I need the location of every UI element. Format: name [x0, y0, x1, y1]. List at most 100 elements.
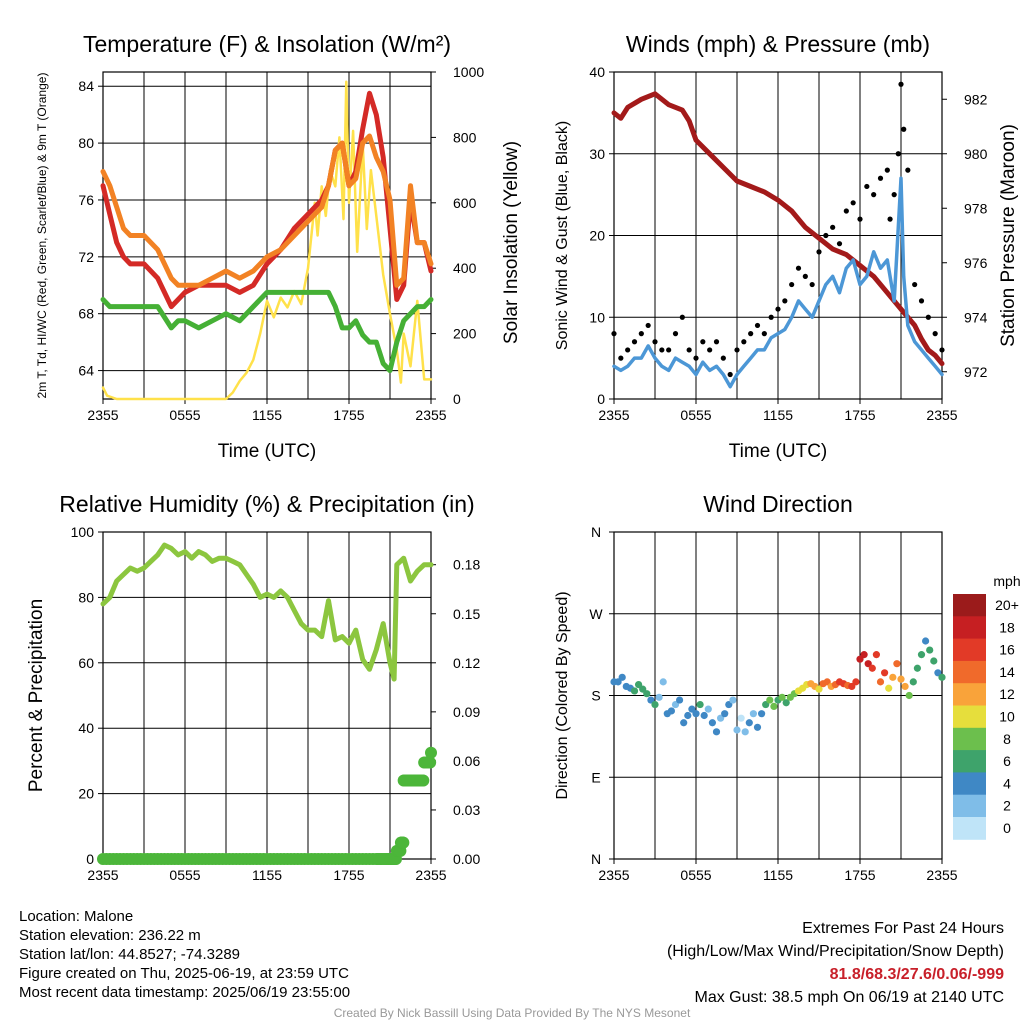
direction-tick-label: E: [591, 769, 600, 785]
gust-point: [727, 371, 733, 378]
x-tick-label: 1755: [844, 407, 875, 423]
gust-point: [748, 331, 754, 337]
temperature-xlabel: Time (UTC): [218, 441, 317, 462]
direction-point: [922, 637, 930, 645]
y-tick-label: 64: [78, 363, 94, 379]
gust-point: [843, 208, 849, 214]
colorbar-swatch: [953, 817, 986, 840]
extremes-box: Extremes For Past 24 Hours (High/Low/Max…: [667, 917, 1004, 1009]
y-tick-label: 0: [597, 391, 605, 407]
direction-point: [655, 693, 663, 701]
gust-point: [816, 249, 822, 255]
direction-point: [901, 682, 909, 691]
gust-point: [713, 339, 720, 345]
direction-point: [860, 651, 868, 659]
gust-point: [734, 347, 740, 353]
gust-point: [693, 355, 699, 361]
direction-point: [737, 714, 745, 722]
direction-tick-label: N: [591, 524, 601, 540]
direction-point: [778, 693, 786, 701]
direction-point: [676, 696, 684, 704]
direction-point: [741, 728, 749, 736]
winds-panel: 2355 0555 1155 1755 235501020304097297497697…: [554, 31, 1019, 462]
y-tick-label: 60: [78, 655, 94, 671]
humidity-ylabel: Percent & Precipitation: [26, 599, 47, 792]
direction-point: [651, 700, 659, 709]
y-tick-label: 84: [78, 78, 94, 94]
x-tick-label: 2355: [87, 407, 118, 423]
colorbar-swatch: [953, 660, 986, 684]
direction-point: [745, 719, 753, 727]
direction-point: [868, 664, 876, 672]
winds-title: Winds (mph) & Pressure (mb): [626, 31, 930, 57]
y2-tick-label: 200: [453, 326, 477, 342]
x-tick-label: 1755: [844, 867, 875, 883]
gust-point: [857, 216, 863, 222]
gust-point: [895, 151, 901, 157]
y2-tick-label: 0.15: [453, 606, 480, 622]
x-tick-label: 2355: [598, 867, 629, 883]
direction-point: [881, 669, 889, 677]
precip-point: [417, 774, 430, 787]
wind-ylabel: Sonic Wind & Gust (Blue, Black): [554, 121, 571, 350]
direction-point: [889, 673, 897, 681]
y-tick-label: 40: [589, 64, 605, 80]
gust-point: [638, 331, 644, 337]
direction-point: [696, 700, 704, 709]
direction-ylabel: Direction (Colored By Speed): [554, 591, 571, 799]
gust-point: [700, 339, 706, 345]
gust-point: [611, 331, 617, 337]
y-tick-label: 76: [78, 192, 94, 208]
winds-xlabel: Time (UTC): [729, 441, 828, 462]
precip-point: [397, 836, 410, 849]
colorbar-swatch: [953, 594, 986, 617]
temperature-ylabel: 2m T, Td, HI/WC (Red, Green, Scarlet/Blu…: [35, 73, 49, 399]
colorbar-swatch: [953, 727, 986, 751]
y2-tick-label: 0.06: [453, 753, 480, 769]
pressure-ylabel: Station Pressure (Maroon): [998, 124, 1019, 347]
y-tick-label: 100: [71, 524, 95, 540]
y2-tick-label: 0.03: [453, 802, 480, 818]
gust-point: [631, 339, 638, 345]
gust-point: [809, 281, 815, 288]
gust-point: [836, 241, 843, 247]
y-tick-label: 20: [78, 786, 94, 802]
gust-point: [652, 339, 658, 345]
extremes-subtitle: (High/Low/Max Wind/Precipitation/Snow De…: [666, 943, 1004, 960]
x-tick-label: 1155: [252, 867, 282, 883]
direction-point: [692, 710, 700, 718]
direction-point: [926, 646, 934, 654]
direction-point: [630, 687, 639, 695]
x-tick-label: 1155: [252, 407, 282, 423]
y2-tick-label: 0.09: [453, 704, 480, 720]
y-tick-label: 10: [589, 309, 605, 325]
direction-point: [708, 719, 717, 727]
direction-point: [704, 705, 712, 713]
direction-point: [905, 691, 913, 700]
gust-point: [877, 175, 884, 181]
direction-point: [909, 678, 917, 686]
gust-point: [901, 126, 907, 132]
gust-point: [618, 355, 624, 361]
colorbar-label: 0: [1003, 820, 1011, 836]
y-tick-label: 72: [78, 249, 94, 265]
direction-point: [913, 664, 922, 672]
gust-point: [898, 81, 904, 87]
gust-point: [850, 200, 856, 206]
y2-tick-label: 0.12: [453, 655, 480, 671]
station-info: Location: Malone Station elevation: 236.…: [19, 907, 350, 1002]
direction-tick-label: W: [589, 606, 603, 622]
precip-point: [424, 756, 437, 769]
direction-point: [712, 728, 721, 736]
location-text: Location: Malone: [19, 908, 134, 925]
direction-point: [782, 699, 790, 707]
colorbar-label: 6: [1003, 753, 1011, 769]
direction-point: [684, 711, 692, 720]
gust-point: [925, 314, 931, 320]
colorbar-swatch: [953, 772, 986, 796]
max-gust-text: Max Gust: 38.5 mph On 06/19 at 2140 UTC: [694, 989, 1005, 1006]
gust-point: [672, 331, 679, 337]
gust-point: [802, 273, 808, 279]
gust-point: [871, 192, 877, 198]
colorbar-label: 8: [1003, 731, 1011, 747]
